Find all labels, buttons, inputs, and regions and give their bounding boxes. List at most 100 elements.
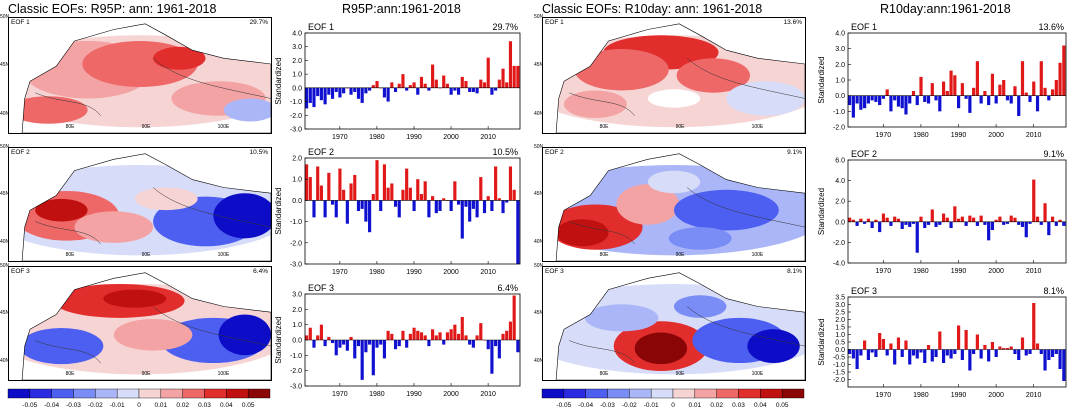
- border-line: [569, 221, 635, 245]
- bar: [364, 87, 368, 94]
- bar: [990, 73, 995, 96]
- bar: [427, 200, 431, 218]
- plot-frame: [847, 32, 1067, 128]
- bar: [375, 160, 379, 201]
- eof-map-variance: 9.1%: [787, 149, 802, 156]
- bar: [1054, 80, 1058, 96]
- bar: [323, 87, 327, 105]
- colorbar-label: 0.01: [689, 402, 702, 409]
- bar: [878, 221, 882, 233]
- colorbar-swatch: [563, 388, 586, 399]
- bar: [874, 95, 878, 102]
- map-lat-label: 50N: [0, 14, 10, 20]
- colorbar: -0.05 -0.04 -0.03 -0.02 -0.01 0 0.01 0.02 0.03 0.…: [7, 388, 271, 409]
- bar: [323, 340, 327, 347]
- bar: [501, 200, 505, 214]
- y-tick-label: 0.0: [292, 338, 302, 345]
- y-tick-label: 1.0: [292, 72, 302, 79]
- bar: [334, 200, 338, 218]
- map-lon-label: 80E: [65, 252, 75, 258]
- bar: [368, 340, 372, 345]
- bar: [419, 76, 424, 88]
- colorbar-swatch: [541, 388, 565, 399]
- bar: [908, 95, 912, 104]
- eof-map-label: EOF 3: [11, 268, 30, 275]
- x-tick-label: 2010: [480, 134, 496, 141]
- bar: [494, 340, 498, 347]
- map-lat-label: 45N: [0, 62, 10, 69]
- colorbar-label: -0.05: [556, 402, 571, 409]
- bar: [330, 340, 335, 344]
- x-tick-label: 2000: [443, 269, 459, 276]
- y-tick-label: 1.0: [835, 332, 845, 339]
- bar: [308, 327, 312, 340]
- bar: [904, 340, 908, 350]
- x-tick-label: 2000: [988, 132, 1004, 139]
- y-tick-label: -4.0: [833, 261, 845, 268]
- bar: [456, 333, 461, 340]
- y-tick-label: -2.0: [833, 125, 845, 132]
- bar: [915, 95, 919, 106]
- bar: [431, 196, 435, 201]
- y-tick-label: -2.0: [833, 240, 845, 247]
- bar: [479, 177, 483, 201]
- bar: [1005, 95, 1010, 101]
- bar: [327, 87, 331, 95]
- eof-map-field: [555, 23, 805, 133]
- region-outline: [21, 153, 271, 261]
- region-outline: [555, 272, 805, 380]
- map-shade-region: [674, 295, 727, 318]
- x-tick-label: 1990: [406, 134, 422, 141]
- bar: [1058, 349, 1062, 369]
- bar: [393, 87, 398, 92]
- bar: [975, 221, 979, 226]
- map-shade-region: [213, 193, 271, 239]
- colorbar-swatch: [29, 388, 52, 399]
- x-tick-label: 2000: [443, 134, 459, 141]
- bar: [1009, 215, 1013, 222]
- y-tick-label: -0.5: [833, 355, 845, 362]
- y-tick-label: 2.0: [292, 58, 302, 65]
- bar: [419, 194, 424, 201]
- bar: [401, 330, 405, 340]
- colorbar-swatch: [204, 388, 227, 399]
- bar: [848, 217, 852, 222]
- bar: [893, 216, 897, 222]
- bar: [427, 87, 431, 91]
- bar: [934, 349, 938, 357]
- bar: [941, 349, 946, 363]
- map-shade-region: [223, 98, 271, 122]
- eof-map-variance: 13.6%: [783, 19, 802, 26]
- bar: [889, 95, 893, 112]
- colorbar-label: -0.05: [22, 402, 37, 409]
- bar: [919, 349, 923, 353]
- map-shade-region: [563, 90, 627, 119]
- bar: [479, 323, 483, 340]
- bar: [1013, 349, 1017, 354]
- y-tick-label: 0.0: [292, 198, 302, 205]
- y-tick-label: 0.0: [835, 347, 845, 354]
- bar: [356, 87, 361, 99]
- bar: [848, 95, 852, 106]
- bar: [416, 330, 420, 340]
- bar: [972, 87, 976, 96]
- bar: [386, 187, 390, 201]
- colorbar-label: 0: [137, 402, 141, 409]
- bar: [949, 221, 953, 228]
- bar: [460, 200, 464, 239]
- bar: [930, 209, 934, 222]
- bar: [356, 200, 361, 211]
- bar: [379, 340, 383, 345]
- bar: [904, 221, 908, 225]
- bar: [364, 340, 368, 353]
- timeseries-title: EOF 1: [308, 22, 334, 32]
- bar: [874, 219, 878, 222]
- bar: [330, 200, 335, 205]
- timeseries-variance: 13.6%: [1038, 22, 1064, 32]
- eof-map-label: EOF 1: [545, 19, 564, 26]
- map-lon-label: 80E: [599, 252, 609, 258]
- eof-map-variance: 10.5%: [249, 149, 268, 156]
- colorbar-label: 0.02: [710, 402, 723, 409]
- x-tick-label: 1980: [369, 134, 385, 141]
- bar: [516, 65, 520, 88]
